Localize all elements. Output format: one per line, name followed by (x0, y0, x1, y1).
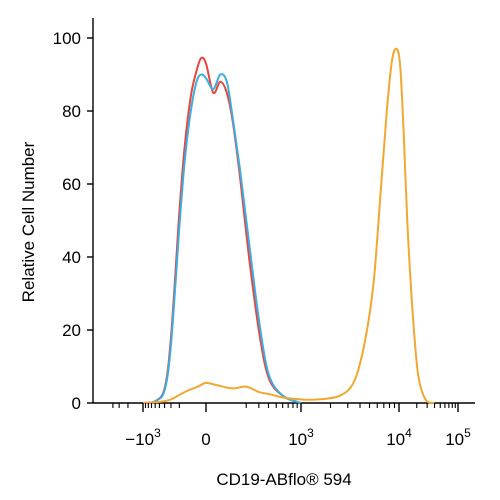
x-axis-title: CD19-ABflo® 594 (216, 470, 351, 489)
series-3-line (142, 47, 435, 404)
y-tick-label: 20 (62, 321, 81, 340)
series-1-line (142, 56, 302, 404)
y-tick-label: 100 (53, 29, 81, 48)
y-tick-label: 80 (62, 102, 81, 121)
y-tick-label: 60 (62, 175, 81, 194)
y-tick-label: 0 (72, 394, 81, 413)
y-axis-title: Relative Cell Number (19, 141, 38, 302)
x-tick-label: −103 (125, 426, 161, 449)
y-tick-label: 40 (62, 248, 81, 267)
x-tick-label: 105 (445, 426, 471, 449)
x-tick-label: 103 (288, 426, 314, 449)
x-tick-label: 104 (386, 426, 412, 449)
series-2-line (142, 73, 302, 404)
x-tick-label: 0 (201, 430, 210, 449)
